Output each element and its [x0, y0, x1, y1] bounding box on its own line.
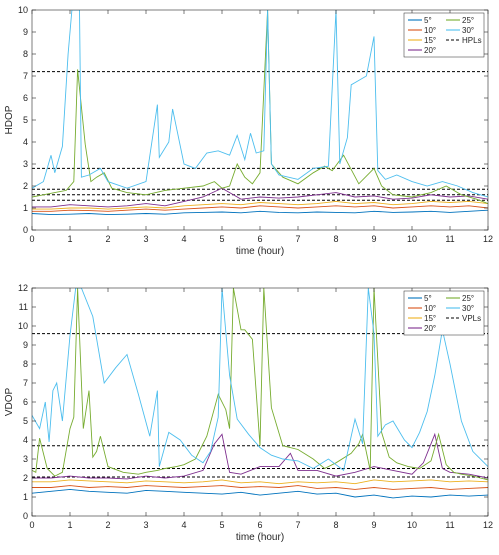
x-tick-label-12: 12 — [483, 520, 493, 530]
y-tick-label-7: 7 — [23, 71, 28, 81]
series-line-4 — [32, 432, 488, 480]
legend-label-3: 15° — [424, 314, 436, 323]
series-lines — [32, 10, 488, 216]
y-axis-label: VDOP — [4, 388, 15, 417]
y-tick-label-8: 8 — [23, 49, 28, 59]
x-tick-label-3: 3 — [143, 234, 148, 244]
y-tick-label-6: 6 — [23, 397, 28, 407]
x-tick-label-0: 0 — [29, 520, 34, 530]
x-tick-label-6: 6 — [257, 234, 262, 244]
series-line-5 — [32, 10, 488, 205]
x-tick-label-0: 0 — [29, 234, 34, 244]
x-tick-label-9: 9 — [371, 520, 376, 530]
series-line-5 — [32, 288, 488, 481]
y-tick-label-6: 6 — [23, 93, 28, 103]
y-tick-label-4: 4 — [23, 435, 28, 445]
x-tick-label-7: 7 — [295, 234, 300, 244]
x-tick-label-11: 11 — [445, 234, 454, 244]
series-line-2 — [32, 485, 488, 490]
x-tick-label-5: 5 — [219, 234, 224, 244]
y-tick-label-9: 9 — [23, 27, 28, 37]
y-tick-label-9: 9 — [23, 340, 28, 350]
legend-label-3: 15° — [424, 36, 436, 45]
x-tick-label-1: 1 — [67, 234, 72, 244]
x-tick-label-8: 8 — [333, 234, 338, 244]
y-tick-label-0: 0 — [23, 225, 28, 235]
series-line-6 — [32, 10, 488, 198]
series-lines — [32, 288, 488, 499]
x-tick-label-12: 12 — [483, 234, 493, 244]
series-line-3 — [32, 200, 488, 210]
x-tick-label-11: 11 — [445, 520, 454, 530]
x-tick-label-2: 2 — [105, 520, 110, 530]
legend: 5°10°15°20° 25°30°VPLs — [403, 290, 485, 336]
x-tick-label-10: 10 — [407, 234, 417, 244]
y-tick-label-4: 4 — [23, 137, 28, 147]
x-tick-label-4: 4 — [181, 234, 186, 244]
y-tick-label-2: 2 — [23, 181, 28, 191]
x-tick-label-3: 3 — [143, 520, 148, 530]
x-axis-label: time (hour) — [236, 246, 284, 257]
legend: 5°10°15°20° 25°30°HPLs — [403, 12, 485, 58]
x-tick-label-2: 2 — [105, 234, 110, 244]
y-tick-label-2: 2 — [23, 473, 28, 483]
series-line-1 — [32, 209, 488, 216]
y-tick-label-10: 10 — [18, 5, 28, 15]
x-tick-label-8: 8 — [333, 520, 338, 530]
x-tick-label-10: 10 — [407, 520, 417, 530]
y-tick-label-7: 7 — [23, 378, 28, 388]
legend-label-1: 5° — [424, 294, 432, 303]
x-tick-label-1: 1 — [67, 520, 72, 530]
series-line-3 — [32, 479, 488, 485]
legend-label-7: VPLs — [462, 314, 481, 323]
x-tick-label-5: 5 — [219, 520, 224, 530]
y-tick-label-12: 12 — [18, 283, 28, 293]
y-tick-label-11: 11 — [19, 302, 28, 312]
y-tick-label-1: 1 — [23, 203, 28, 213]
legend-label-2: 10° — [424, 26, 436, 35]
legend-label-6: 30° — [462, 304, 474, 313]
x-axis-label: time (hour) — [236, 532, 284, 543]
y-tick-label-10: 10 — [18, 321, 28, 331]
y-tick-label-0: 0 — [23, 511, 28, 521]
x-tick-label-4: 4 — [181, 520, 186, 530]
y-tick-label-1: 1 — [23, 492, 28, 502]
series-line-6 — [32, 288, 488, 472]
y-tick-label-8: 8 — [23, 359, 28, 369]
legend-label-5: 25° — [462, 294, 474, 303]
x-tick-label-6: 6 — [257, 520, 262, 530]
series-line-4 — [32, 187, 488, 208]
legend-label-7: HPLs — [462, 36, 482, 45]
legend-label-2: 10° — [424, 304, 436, 313]
y-tick-label-5: 5 — [23, 416, 28, 426]
y-tick-label-3: 3 — [23, 454, 28, 464]
y-tick-label-3: 3 — [23, 159, 28, 169]
x-tick-label-7: 7 — [295, 520, 300, 530]
x-tick-label-9: 9 — [371, 234, 376, 244]
y-axis-label: HDOP — [4, 105, 15, 134]
legend-label-6: 30° — [462, 26, 474, 35]
legend-label-4: 20° — [424, 46, 436, 55]
series-line-1 — [32, 488, 488, 499]
legend-label-1: 5° — [424, 16, 432, 25]
legend-label-4: 20° — [424, 324, 436, 333]
legend-label-5: 25° — [462, 16, 474, 25]
y-tick-label-5: 5 — [23, 115, 28, 125]
series-line-2 — [32, 205, 488, 212]
